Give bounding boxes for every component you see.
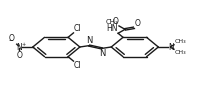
- Text: O: O: [135, 19, 140, 28]
- Text: HN: HN: [106, 24, 118, 33]
- Text: O: O: [17, 51, 22, 60]
- Text: CH₃: CH₃: [175, 39, 187, 44]
- Text: Cl: Cl: [74, 61, 81, 70]
- Text: N: N: [17, 42, 22, 52]
- Text: CH₃: CH₃: [175, 50, 187, 55]
- Text: Cl: Cl: [74, 24, 81, 33]
- Text: O: O: [9, 34, 15, 43]
- Text: −: −: [8, 38, 13, 43]
- Text: CH₃: CH₃: [106, 19, 118, 25]
- Text: N: N: [86, 36, 92, 45]
- Text: N: N: [169, 42, 175, 52]
- Text: N: N: [99, 49, 105, 58]
- Text: O: O: [113, 17, 119, 26]
- Text: +: +: [21, 42, 25, 47]
